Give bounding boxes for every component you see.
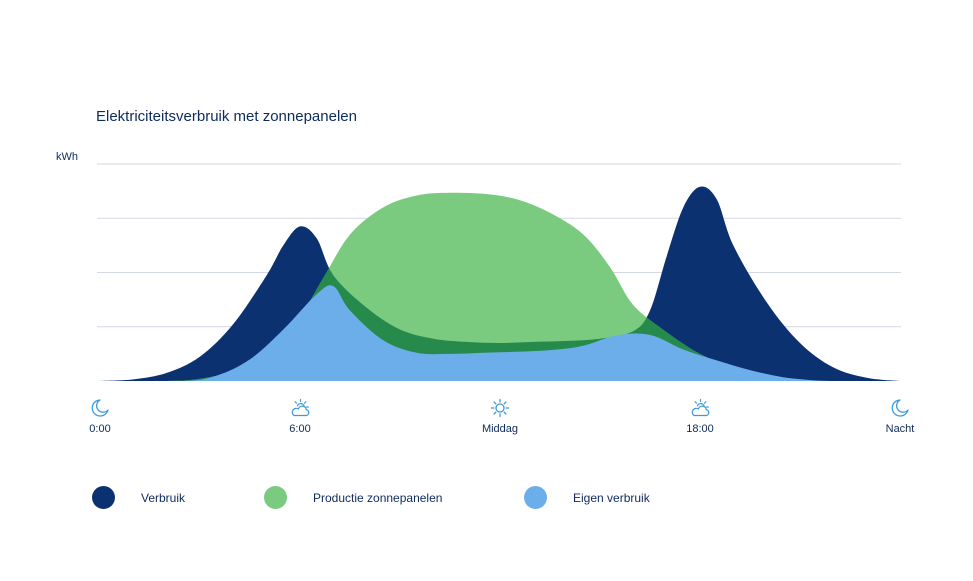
- y-axis-label: kWh: [56, 151, 78, 163]
- x-tick-label: Nacht: [885, 423, 915, 435]
- sun-icon: [490, 398, 510, 418]
- legend-label: Eigen verbruik: [573, 490, 650, 505]
- x-tick: 18:00: [660, 398, 740, 435]
- x-tick-label: 18:00: [686, 423, 714, 435]
- moon-icon: [891, 399, 909, 417]
- x-tick: 0:00: [60, 398, 140, 435]
- x-tick-label: 0:00: [89, 423, 111, 435]
- legend-label: Productie zonnepanelen: [313, 490, 443, 505]
- x-tick: Middag: [460, 398, 540, 435]
- legend-label: Verbruik: [141, 490, 186, 505]
- chart-title: Elektriciteitsverbruik met zonnepanelen: [96, 108, 357, 125]
- x-tick-label: Middag: [481, 423, 519, 435]
- legend-item: Eigen verbruik: [524, 486, 650, 509]
- series-area-eigen-verbruik: [100, 285, 900, 381]
- legend-swatch: [92, 486, 115, 509]
- legend-swatch: [264, 486, 287, 509]
- partly-cloudy-icon: [691, 398, 710, 417]
- x-tick: Nacht: [860, 398, 940, 435]
- moon-icon: [91, 399, 109, 417]
- x-tick-label: 6:00: [289, 423, 311, 435]
- legend-item: Productie zonnepanelen: [264, 486, 442, 509]
- partly-cloudy-icon: [291, 398, 310, 417]
- x-tick: 6:00: [260, 398, 340, 435]
- legend-swatch: [524, 486, 547, 509]
- legend-item: Verbruik: [92, 486, 185, 509]
